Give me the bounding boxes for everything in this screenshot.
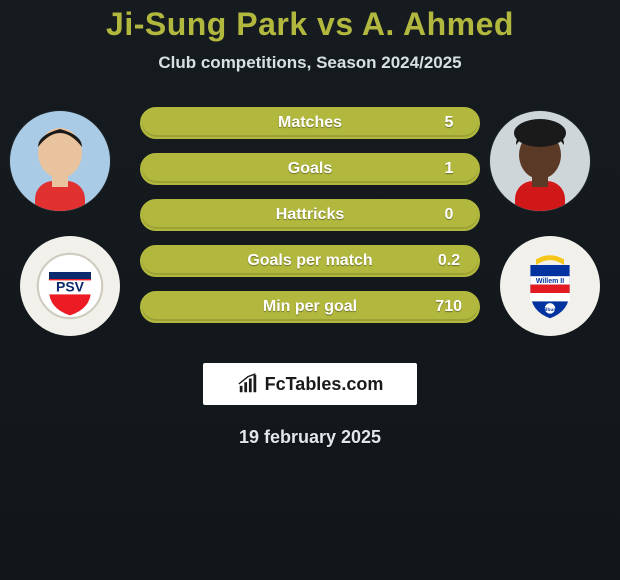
player-right-portrait-icon xyxy=(490,111,590,211)
psv-logo-icon: PSV xyxy=(35,251,105,321)
player-left-portrait-icon xyxy=(10,111,110,211)
subtitle: Club competitions, Season 2024/2025 xyxy=(158,53,461,73)
svg-text:PSV: PSV xyxy=(56,279,85,295)
svg-text:Tilburg: Tilburg xyxy=(542,307,558,313)
player-right-avatar xyxy=(490,111,590,211)
stat-right-value: 5 xyxy=(436,114,462,132)
stat-row-goals-per-match: Goals per match 0.2 xyxy=(140,245,480,277)
stat-row-hattricks: Hattricks 0 xyxy=(140,199,480,231)
stats-bars: Matches 5 Goals 1 Hattricks 0 Goals per … xyxy=(140,107,480,323)
brand-badge: FcTables.com xyxy=(203,363,417,405)
stat-row-goals: Goals 1 xyxy=(140,153,480,185)
stat-right-value: 710 xyxy=(435,298,462,316)
stat-right-value: 0 xyxy=(436,206,462,224)
chart-icon xyxy=(237,373,259,395)
svg-text:Willem II: Willem II xyxy=(536,278,564,285)
stat-row-min-per-goal: Min per goal 710 xyxy=(140,291,480,323)
stat-label: Goals xyxy=(288,160,332,178)
stat-row-matches: Matches 5 xyxy=(140,107,480,139)
club-right-badge: Willem II Tilburg xyxy=(500,236,600,336)
stat-label: Min per goal xyxy=(263,298,357,316)
stat-right-value: 1 xyxy=(436,160,462,178)
brand-text: FcTables.com xyxy=(265,374,384,395)
player-left-avatar xyxy=(10,111,110,211)
club-left-badge: PSV xyxy=(20,236,120,336)
stat-label: Matches xyxy=(278,114,342,132)
stat-right-value: 0.2 xyxy=(436,252,462,270)
comparison-body: PSV Willem II Tilburg Matches 5 xyxy=(0,101,620,341)
willem-ii-logo-icon: Willem II Tilburg xyxy=(515,251,585,321)
comparison-card: Ji-Sung Park vs A. Ahmed Club competitio… xyxy=(0,0,620,580)
stat-label: Goals per match xyxy=(247,252,372,270)
date-text: 19 february 2025 xyxy=(239,427,381,448)
page-title: Ji-Sung Park vs A. Ahmed xyxy=(106,6,514,43)
stat-label: Hattricks xyxy=(276,206,344,224)
